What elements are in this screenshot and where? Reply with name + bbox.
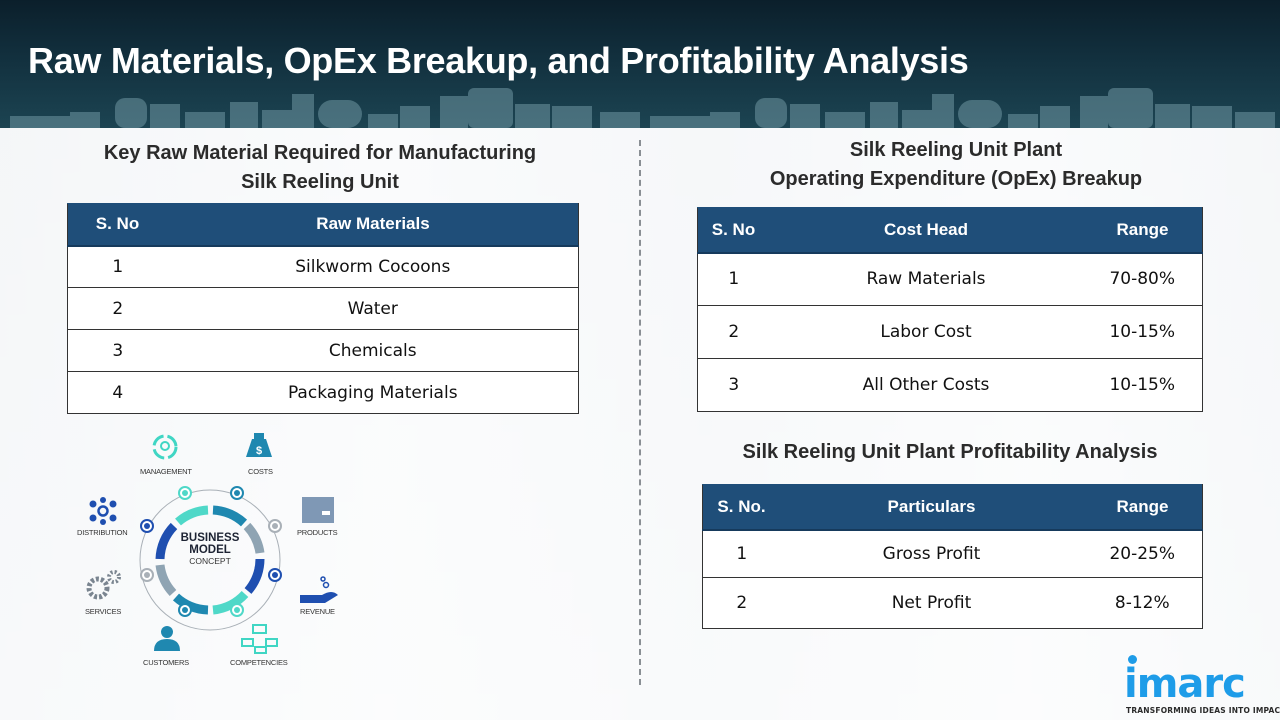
label-revenue: REVENUE [300, 607, 335, 616]
label-customers: CUSTOMERS [143, 658, 189, 667]
label-costs: COSTS [248, 467, 273, 476]
city-skyline-illustration [10, 88, 1275, 128]
row-cost-head: All Other Costs [769, 358, 1083, 412]
business-model-diagram: $ MA [70, 425, 350, 675]
business-model-center-text: BUSINESS MODEL CONCEPT [170, 532, 250, 567]
label-management: MANAGEMENT [140, 467, 192, 476]
row-sno: 3 [697, 358, 770, 412]
column-header: Range [1082, 484, 1203, 531]
row-item: Water [167, 287, 579, 330]
opex-title-line1: Silk Reeling Unit Plant [849, 139, 1063, 161]
products-icon [302, 497, 334, 523]
label-competencies: COMPETENCIES [230, 658, 288, 667]
row-sno: 4 [67, 371, 168, 414]
table-row: 1 Silkworm Cocoons [67, 245, 579, 288]
table-row: 1 Raw Materials 70-80% [697, 252, 1203, 306]
logo-dot [1128, 655, 1137, 664]
competencies-icon [241, 624, 278, 654]
row-sno: 3 [67, 329, 168, 372]
costs-icon: $ [246, 433, 272, 457]
row-sno: 2 [702, 577, 781, 629]
table-row: 2 Net Profit 8-12% [702, 577, 1203, 629]
logo-tagline: TRANSFORMING IDEAS INTO IMPACT [1126, 706, 1280, 715]
column-header: Raw Materials [167, 203, 579, 247]
row-item: Silkworm Cocoons [167, 245, 579, 288]
row-particular: Gross Profit [780, 529, 1083, 578]
header-banner: Raw Materials, OpEx Breakup, and Profita… [0, 0, 1280, 128]
row-sno: 2 [697, 305, 770, 359]
row-item: Packaging Materials [167, 371, 579, 414]
profitability-title: Silk Reeling Unit Plant Profitability An… [742, 441, 1158, 463]
row-range: 70-80% [1082, 252, 1203, 306]
revenue-icon [300, 576, 338, 603]
table-row: 4 Packaging Materials [67, 371, 579, 414]
row-range: 10-15% [1082, 358, 1203, 412]
row-cost-head: Labor Cost [769, 305, 1083, 359]
table-header-row: S. No Cost Head Range [697, 207, 1203, 254]
table-header-row: S. No. Particulars Range [702, 484, 1203, 531]
distribution-icon [89, 497, 117, 525]
services-icon [86, 570, 121, 600]
section-divider [639, 140, 641, 685]
center-line-2: MODEL [189, 544, 231, 556]
row-range: 10-15% [1082, 305, 1203, 359]
row-sno: 1 [702, 529, 781, 578]
row-sno: 1 [67, 245, 168, 288]
opex-title: Silk Reeling Unit Plant Operating Expend… [700, 136, 1212, 194]
table-row: 2 Labor Cost 10-15% [697, 305, 1203, 359]
column-header: Particulars [780, 484, 1083, 531]
opex-title-line2: Operating Expenditure (OpEx) Breakup [769, 168, 1143, 190]
row-cost-head: Raw Materials [769, 252, 1083, 306]
label-services: SERVICES [85, 607, 122, 616]
management-icon [152, 434, 178, 460]
column-header: S. No [697, 207, 770, 254]
row-item: Chemicals [167, 329, 579, 372]
label-distribution: DISTRIBUTION [77, 528, 128, 537]
logo-wordmark: imarc [1124, 661, 1246, 707]
row-sno: 2 [67, 287, 168, 330]
row-range: 8-12% [1082, 577, 1203, 629]
raw-materials-title-line1: Key Raw Material Required for Manufactur… [103, 142, 537, 164]
table-header-row: S. No Raw Materials [67, 203, 579, 247]
column-header: S. No [67, 203, 168, 247]
label-products: PRODUCTS [297, 528, 338, 537]
center-line-1: BUSINESS [180, 532, 240, 544]
row-sno: 1 [697, 252, 770, 306]
table-row: 3 Chemicals [67, 329, 579, 372]
customers-icon [154, 626, 180, 651]
opex-table: S. No Cost Head Range 1 Raw Materials 70… [697, 207, 1203, 412]
table-row: 3 All Other Costs 10-15% [697, 358, 1203, 412]
row-particular: Net Profit [780, 577, 1083, 629]
table-row: 1 Gross Profit 20-25% [702, 529, 1203, 578]
row-range: 20-25% [1082, 529, 1203, 578]
center-line-3: CONCEPT [189, 556, 231, 566]
business-model-ring: $ [86, 433, 338, 654]
column-header: S. No. [702, 484, 781, 531]
column-header: Range [1082, 207, 1203, 254]
raw-materials-title: Key Raw Material Required for Manufactur… [60, 139, 580, 197]
profitability-table: S. No. Particulars Range 1 Gross Profit … [702, 484, 1203, 629]
imarc-logo: imarc TRANSFORMING IDEAS INTO IMPACT [1122, 650, 1280, 718]
page-title: Raw Materials, OpEx Breakup, and Profita… [28, 40, 969, 81]
raw-materials-title-line2: Silk Reeling Unit [241, 171, 399, 193]
raw-materials-table: S. No Raw Materials 1 Silkworm Cocoons 2… [67, 203, 579, 414]
table-row: 2 Water [67, 287, 579, 330]
svg-text:$: $ [256, 445, 262, 457]
column-header: Cost Head [769, 207, 1083, 254]
